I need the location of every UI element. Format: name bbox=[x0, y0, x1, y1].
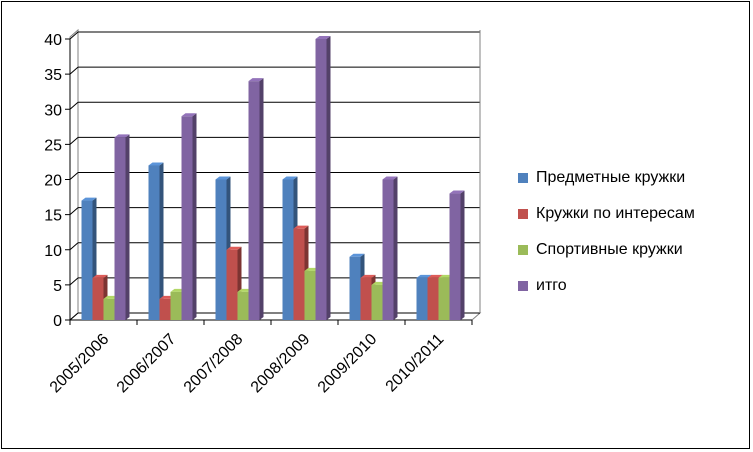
legend-label-total: итго bbox=[536, 277, 567, 294]
bar-top bbox=[148, 162, 164, 166]
legend-item-sports-clubs: Спортивные кружки bbox=[518, 232, 695, 268]
bar bbox=[304, 270, 316, 320]
bar-top bbox=[382, 176, 398, 180]
bar bbox=[226, 249, 238, 320]
y-tick-label: 0 bbox=[53, 313, 62, 330]
y-tick-label: 30 bbox=[44, 102, 62, 119]
bar-side bbox=[259, 78, 264, 321]
legend: Предметные кружки Кружки по интересам Сп… bbox=[518, 160, 695, 304]
bar bbox=[371, 284, 383, 320]
y-tick-label: 35 bbox=[44, 67, 62, 84]
y-tick-label: 15 bbox=[44, 208, 62, 225]
bar-top bbox=[81, 197, 97, 201]
bar-side bbox=[393, 176, 398, 320]
bar bbox=[349, 256, 361, 320]
bar bbox=[282, 179, 294, 320]
legend-label-interest-clubs: Кружки по интересам bbox=[536, 205, 695, 222]
legend-swatch-total bbox=[518, 281, 528, 291]
legend-item-subject-clubs: Предметные кружки bbox=[518, 160, 695, 196]
gridline-side bbox=[69, 277, 79, 286]
bar bbox=[159, 298, 171, 320]
bar-top bbox=[315, 36, 331, 39]
bar bbox=[114, 137, 126, 320]
gridline-side bbox=[69, 66, 79, 75]
bar-top bbox=[114, 134, 130, 138]
bar bbox=[237, 291, 249, 320]
bar-side bbox=[460, 190, 465, 320]
x-tick-label: 2009/2010 bbox=[315, 331, 381, 397]
bar-side bbox=[192, 113, 197, 321]
bar-top bbox=[215, 176, 231, 180]
bar bbox=[315, 39, 327, 320]
bar bbox=[92, 277, 104, 320]
bar-side bbox=[125, 134, 130, 320]
gridline-side bbox=[69, 31, 79, 40]
legend-swatch-interest-clubs bbox=[518, 209, 528, 219]
gridline-side bbox=[69, 242, 79, 251]
bar-top bbox=[427, 274, 443, 278]
bar bbox=[148, 165, 160, 320]
bar bbox=[81, 200, 93, 320]
x-tick-label: 2010/2011 bbox=[383, 331, 448, 396]
bar-top bbox=[349, 253, 365, 257]
bar bbox=[215, 179, 227, 320]
plot-back-wall bbox=[78, 30, 480, 313]
bar-top bbox=[226, 246, 242, 250]
bar-top bbox=[449, 190, 465, 194]
bar bbox=[103, 298, 115, 320]
y-tick-label: 5 bbox=[53, 278, 62, 295]
y-tick-label: 20 bbox=[44, 173, 62, 190]
legend-swatch-sports-clubs bbox=[518, 245, 528, 255]
bar bbox=[170, 291, 182, 320]
bar-top bbox=[293, 225, 309, 229]
bar-top bbox=[181, 113, 197, 117]
bar-top bbox=[416, 274, 432, 278]
x-tick-label: 2007/2008 bbox=[181, 331, 247, 397]
x-tick-label: 2006/2007 bbox=[114, 331, 180, 397]
bar-top bbox=[360, 274, 376, 278]
legend-item-interest-clubs: Кружки по интересам bbox=[518, 196, 695, 232]
bar bbox=[382, 179, 394, 320]
y-tick-label: 25 bbox=[44, 137, 62, 154]
bar-top bbox=[92, 274, 108, 278]
legend-label-sports-clubs: Спортивные кружки bbox=[536, 241, 683, 258]
legend-swatch-subject-clubs bbox=[518, 173, 528, 183]
x-tick-label: 2005/2006 bbox=[47, 331, 113, 397]
x-tick-label: 2008/2009 bbox=[248, 331, 314, 397]
y-tick-label: 10 bbox=[44, 243, 62, 260]
bar bbox=[248, 81, 260, 321]
bar-side bbox=[159, 162, 164, 320]
bar bbox=[293, 228, 305, 320]
bar bbox=[449, 193, 461, 320]
legend-label-subject-clubs: Предметные кружки bbox=[536, 169, 686, 186]
gridline-side bbox=[69, 312, 79, 321]
gridline-side bbox=[69, 101, 79, 110]
bar bbox=[360, 277, 372, 320]
bar-side bbox=[326, 36, 331, 320]
gridline-side bbox=[69, 136, 79, 145]
bar bbox=[181, 116, 193, 321]
y-tick-label: 40 bbox=[44, 32, 62, 49]
gridline-side bbox=[69, 172, 79, 180]
bar bbox=[438, 277, 450, 320]
bar-top bbox=[282, 176, 298, 180]
gridline-side bbox=[69, 207, 79, 216]
bar bbox=[427, 277, 439, 320]
bar bbox=[416, 277, 428, 320]
legend-item-total: итго bbox=[518, 268, 695, 304]
bar-top bbox=[248, 78, 264, 82]
